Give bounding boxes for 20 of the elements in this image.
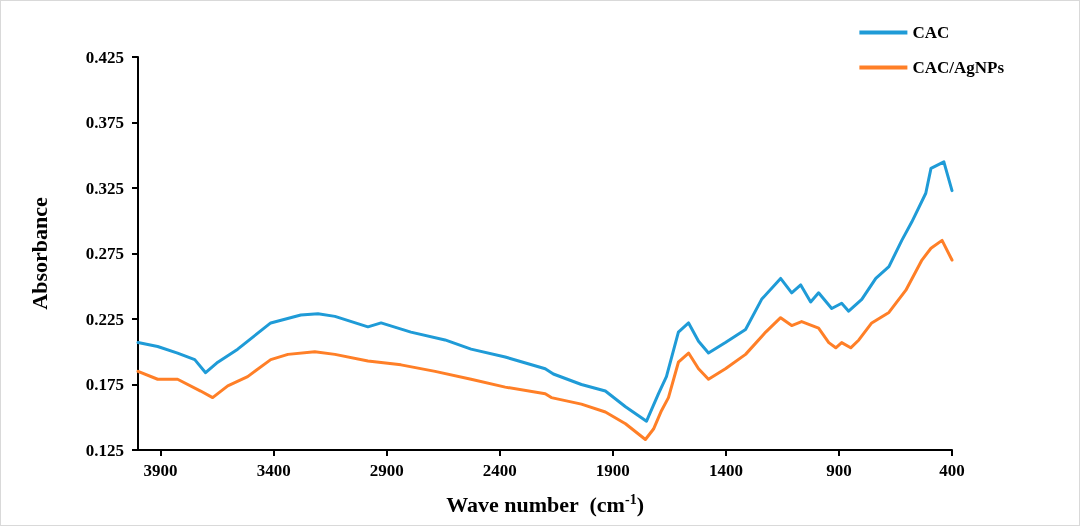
y-tick-label: 0.325 xyxy=(85,178,124,198)
x-tick-label: 3400 xyxy=(256,461,291,480)
legend-label: CAC/AgNPs xyxy=(912,58,1005,77)
legend-label: CAC xyxy=(912,23,950,42)
x-tick-label: 400 xyxy=(939,461,965,480)
x-tick-label: 1400 xyxy=(708,461,743,480)
y-tick-label: 0.225 xyxy=(85,309,124,329)
x-tick-label: 2400 xyxy=(482,461,517,480)
y-tick-label: 0.175 xyxy=(85,375,124,394)
y-tick-label: 0.375 xyxy=(85,113,124,132)
y-tick-label: 0.125 xyxy=(85,440,124,460)
y-axis-title: Absorbance xyxy=(26,197,52,310)
x-tick-label: 2900 xyxy=(369,461,404,480)
x-tick-label: 3900 xyxy=(143,461,178,480)
y-tick-label: 0.275 xyxy=(85,244,124,263)
line-series xyxy=(136,160,954,423)
y-tick-label: 0.425 xyxy=(85,47,124,67)
line-series xyxy=(136,238,954,442)
x-tick-label: 1900 xyxy=(595,461,630,480)
x-tick-label: 900 xyxy=(826,461,852,480)
